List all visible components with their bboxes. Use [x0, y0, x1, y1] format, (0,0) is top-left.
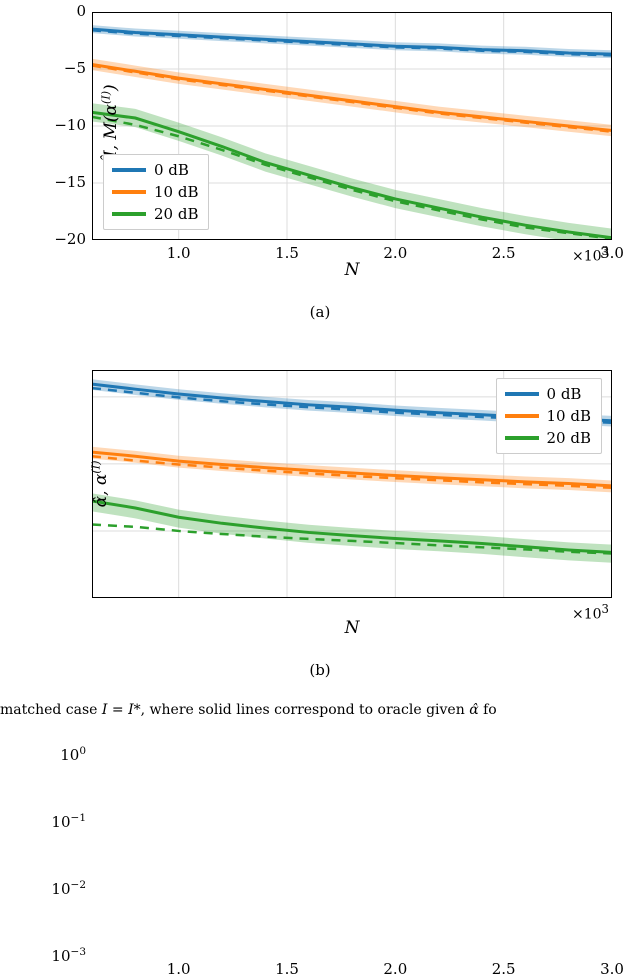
- sublabel-a: (a): [0, 303, 640, 321]
- xtick-b-0: 1.0: [159, 960, 199, 978]
- xtick-b-4: 3.0: [592, 960, 632, 978]
- ylabel-b-text: α̂, α(I): [91, 461, 111, 508]
- legend-a-swatch-2: [112, 212, 146, 216]
- xtick-a-0: 1.0: [159, 244, 199, 262]
- xtick-a-3: 2.5: [484, 244, 524, 262]
- caption-fragment: matched case I = I*, where solid lines c…: [0, 702, 640, 718]
- legend-b-label-0: 0 dB: [547, 385, 582, 403]
- sublabel-b: (b): [0, 661, 640, 679]
- legend-a-row-1: 10 dB: [112, 181, 198, 203]
- legend-b-row-0: 0 dB: [505, 383, 591, 405]
- legend-b-row-2: 20 dB: [505, 427, 591, 449]
- legend-b-label-1: 10 dB: [547, 407, 591, 425]
- legend-a: 0 dB 10 dB 20 dB: [103, 154, 209, 230]
- legend-a-label-0: 0 dB: [154, 161, 189, 179]
- legend-a-swatch-0: [112, 168, 146, 172]
- legend-b-swatch-1: [505, 414, 539, 418]
- ylabel-b: α̂, α(I): [89, 404, 111, 564]
- xlabel-a-text: N: [345, 260, 360, 280]
- xtick-a-4: 3.0: [592, 244, 632, 262]
- xtick-b-3: 2.5: [484, 960, 524, 978]
- figure-a: M̂, M(α(I)) N ×103 (a) 0 dB10 dB20 dB −2…: [0, 0, 640, 340]
- legend-a-row-2: 20 dB: [112, 203, 198, 225]
- xtick-b-1: 1.5: [267, 960, 307, 978]
- legend-b-row-1: 10 dB: [505, 405, 591, 427]
- ytick-b-2: 10−1: [36, 812, 86, 831]
- ytick-b-3: 100: [36, 745, 86, 764]
- xtick-a-2: 2.0: [375, 244, 415, 262]
- ytick-a-1: −15: [36, 173, 86, 191]
- legend-a-label-1: 10 dB: [154, 183, 198, 201]
- ytick-b-1: 10−2: [36, 879, 86, 898]
- xlabel-b-text: N: [345, 618, 360, 638]
- ytick-b-0: 10−3: [36, 946, 86, 965]
- legend-a-label-2: 20 dB: [154, 205, 198, 223]
- ytick-a-3: −5: [36, 59, 86, 77]
- legend-b: 0 dB 10 dB 20 dB: [496, 378, 602, 454]
- legend-a-swatch-1: [112, 190, 146, 194]
- figure-b: α̂, α(I) N ×103 (b) 0 dB10 dB20 dB 10−31…: [0, 358, 640, 698]
- legend-b-swatch-2: [505, 436, 539, 440]
- legend-b-swatch-0: [505, 392, 539, 396]
- xtick-a-1: 1.5: [267, 244, 307, 262]
- xlabel-a: N: [92, 260, 612, 280]
- ytick-a-4: 0: [36, 2, 86, 20]
- xtick-b-2: 2.0: [375, 960, 415, 978]
- xscale-b: ×103: [572, 602, 609, 623]
- ytick-a-2: −10: [36, 116, 86, 134]
- legend-a-row-0: 0 dB: [112, 159, 198, 181]
- ytick-a-0: −20: [36, 230, 86, 248]
- legend-b-label-2: 20 dB: [547, 429, 591, 447]
- xlabel-b: N: [92, 618, 612, 638]
